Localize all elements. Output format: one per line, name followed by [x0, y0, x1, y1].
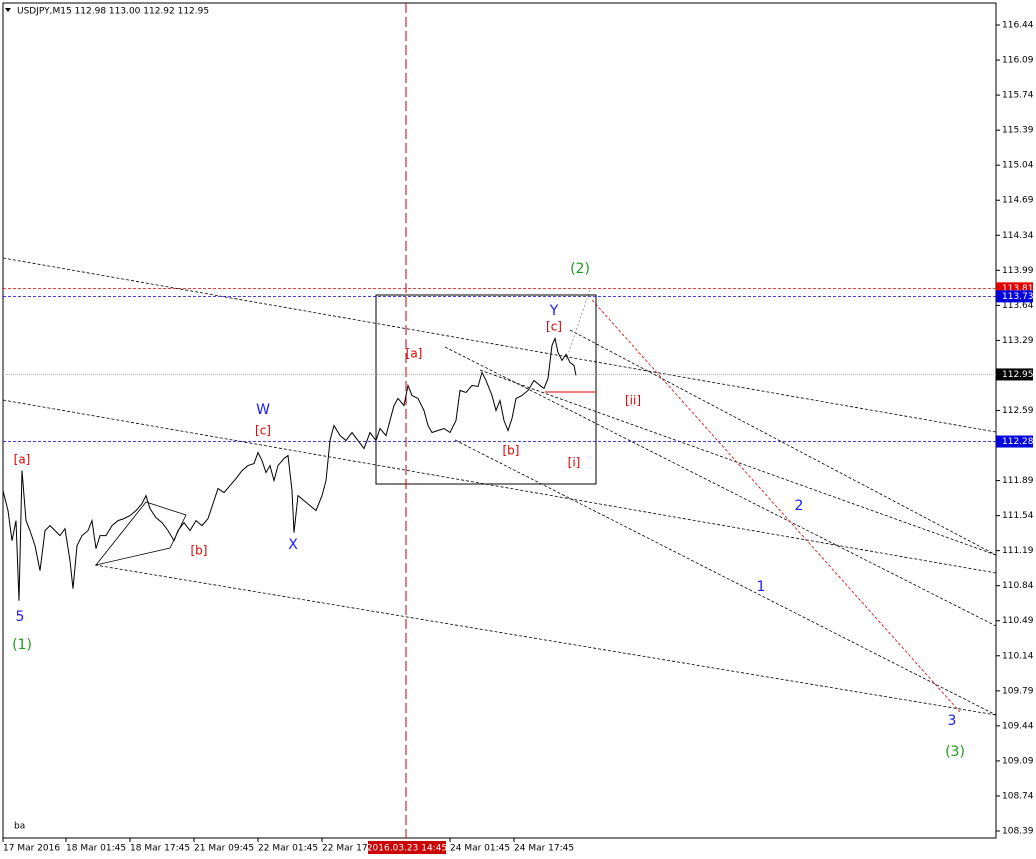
wave-label: [b] [503, 444, 520, 458]
y-tick-label: 115.74 [1002, 91, 1034, 101]
wave-label: Y [549, 303, 559, 319]
x-tick-label: 18 Mar 17:45 [130, 844, 190, 854]
x-tick-label: 18 Mar 01:45 [66, 844, 126, 854]
projection-line [565, 289, 591, 361]
wave-label: (3) [945, 744, 965, 760]
level-label: 113.73 [1002, 292, 1034, 302]
trend-line [444, 346, 997, 627]
trend-line [479, 369, 997, 556]
x-tick-label: 22 Mar 01:45 [258, 844, 318, 854]
y-tick-label: 115.39 [1002, 126, 1034, 136]
y-tick-label: 113.29 [1002, 336, 1034, 346]
chart-title: USDJPY,M15 112.98 113.00 112.92 112.95 [17, 7, 209, 17]
wave-label: (1) [12, 637, 32, 653]
x-tick-label: 24 Mar 01:45 [450, 844, 510, 854]
y-tick-label: 111.89 [1002, 476, 1034, 486]
wave-label: [c] [255, 424, 271, 438]
x-tick-label: 22 Mar 17:45 [322, 844, 382, 854]
wave-label: W [256, 402, 270, 418]
y-tick-label: 115.04 [1002, 161, 1034, 171]
level-label: 112.95 [1002, 370, 1034, 380]
y-tick-label: 109.09 [1002, 756, 1034, 766]
y-tick-label: 108.39 [1002, 826, 1034, 836]
y-tick-label: 116.44 [1002, 21, 1034, 31]
trend-line [2, 257, 997, 433]
price-line [2, 336, 577, 601]
y-tick-label: 110.84 [1002, 581, 1034, 591]
level-label-bg [996, 290, 1033, 303]
y-tick-label: 110.14 [1002, 651, 1034, 661]
level-label-bg [996, 435, 1033, 448]
wave-label: 5 [16, 609, 25, 625]
channel-shape [95, 501, 187, 566]
red-trend-line [591, 299, 961, 713]
menu-arrow [5, 8, 11, 12]
y-tick-label: 114.69 [1002, 196, 1034, 206]
y-tick-label: 112.59 [1002, 406, 1034, 416]
trend-line [2, 399, 997, 574]
trend-line [454, 439, 997, 716]
wave-label: [i] [568, 456, 581, 470]
y-tick-label: 108.74 [1002, 791, 1034, 801]
wave-label: [b] [191, 544, 208, 558]
wave-label: [a] [14, 453, 31, 467]
wave-label: [a] [406, 347, 423, 361]
wave-label: [ii] [625, 394, 641, 408]
wave-label: 3 [948, 713, 957, 729]
trend-line [94, 564, 997, 716]
y-tick-label: 114.34 [1002, 231, 1034, 241]
x-tick-label: 21 Mar 09:45 [194, 844, 254, 854]
wave-label: 2 [795, 498, 804, 514]
plot-frame [2, 2, 997, 839]
x-tick-label: 24 Mar 17:45 [514, 844, 574, 854]
trend-line [569, 329, 997, 556]
level-label: 112.28 [1002, 437, 1034, 447]
y-tick-label: 111.19 [1002, 546, 1034, 556]
corner-text: ba [14, 822, 25, 832]
trend-lines [2, 257, 997, 716]
y-tick-label: 113.99 [1002, 266, 1034, 276]
vline-label: 2016.03.23 14:45 [367, 844, 447, 854]
wave-label: [c] [546, 320, 562, 334]
y-tick-label: 113.64 [1002, 301, 1034, 311]
wave-label: 1 [757, 579, 766, 595]
level-label-bg [996, 368, 1033, 381]
y-tick-label: 111.54 [1002, 511, 1034, 521]
y-tick-label: 109.79 [1002, 686, 1034, 696]
range-box [375, 294, 597, 485]
y-tick-label: 109.44 [1002, 721, 1034, 731]
wave-label: (2) [570, 261, 590, 277]
vline-label-bg [368, 841, 446, 854]
x-tick-label: 17 Mar 2016 [3, 844, 60, 854]
y-tick-label: 116.09 [1002, 56, 1034, 66]
y-tick-label: 110.49 [1002, 616, 1034, 626]
wave-label: X [288, 537, 298, 553]
level-label: 113.81 [1002, 284, 1034, 294]
